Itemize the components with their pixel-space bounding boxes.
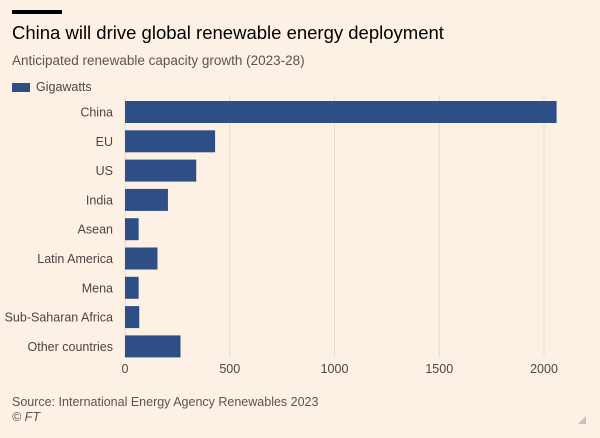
bar-china [125, 101, 557, 123]
bar-other-countries [125, 335, 181, 358]
resize-handle-icon [578, 416, 586, 424]
x-tick-label: 1500 [425, 362, 453, 376]
bar-asean [125, 218, 139, 241]
bar-eu [125, 130, 216, 153]
category-label: Mena [82, 281, 113, 295]
category-label: EU [96, 135, 113, 149]
category-label: Asean [78, 223, 113, 237]
category-label: US [96, 164, 113, 178]
bar-mena [125, 276, 139, 299]
legend-label: Gigawatts [36, 80, 92, 94]
category-label: China [80, 106, 113, 120]
chart-title: China will drive global renewable energy… [12, 22, 444, 43]
title-rule [12, 10, 62, 14]
bar-sub-saharan-africa [125, 306, 140, 329]
x-tick-label: 1000 [321, 362, 349, 376]
category-label: Latin America [37, 252, 113, 266]
category-label: Other countries [28, 340, 113, 354]
x-tick-label: 0 [122, 362, 129, 376]
bar-chart: 0 500 1000 1500 2000 China EU US India Asean Latin… [5, 95, 558, 376]
category-label: India [86, 193, 113, 207]
bar-india [125, 188, 168, 211]
legend: Gigawatts [12, 80, 92, 94]
bar-us [125, 159, 197, 182]
x-tick-label: 2000 [530, 362, 558, 376]
source-note: Source: International Energy Agency Rene… [12, 395, 319, 409]
legend-swatch [12, 82, 30, 92]
chart-subtitle: Anticipated renewable capacity growth (2… [12, 53, 305, 68]
bar-latin-america [125, 247, 158, 270]
copyright: © FT [12, 410, 40, 424]
category-label: Sub-Saharan Africa [5, 311, 113, 325]
x-tick-label: 500 [219, 362, 240, 376]
